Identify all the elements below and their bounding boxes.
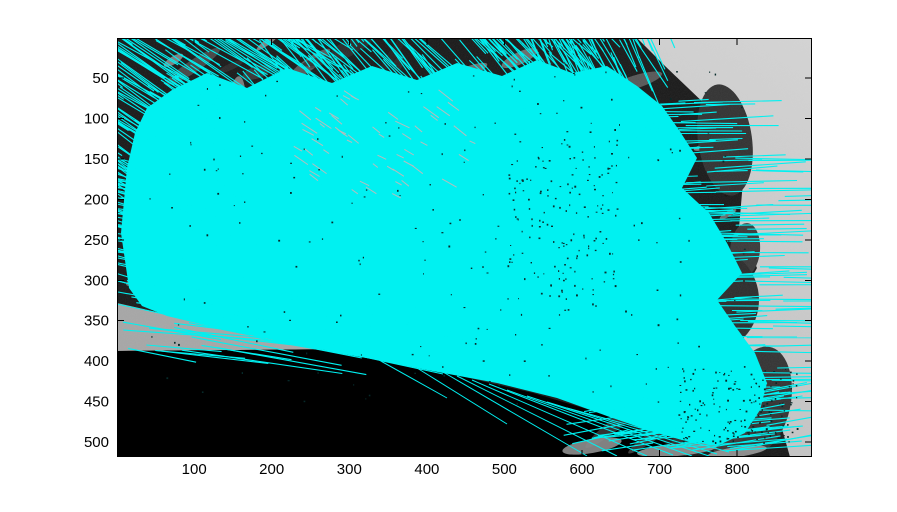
- match-lines-overlay: [117, 38, 812, 457]
- inner-gray-dashes: [293, 89, 476, 199]
- y-tick-label: 100: [84, 111, 109, 128]
- y-tick-label: 50: [92, 70, 109, 87]
- x-tick-label: 100: [182, 461, 207, 478]
- x-tick-label: 200: [259, 461, 284, 478]
- x-tick-label: 500: [492, 461, 517, 478]
- y-tick-label: 350: [84, 313, 109, 330]
- line-sector-right: [577, 98, 812, 418]
- dark-speckles: [507, 139, 619, 316]
- line-sector-mid-left: [117, 157, 316, 296]
- x-tick-label: 300: [337, 461, 362, 478]
- x-tick-label: 700: [647, 461, 672, 478]
- line-sector-bottom-left: [118, 272, 529, 376]
- y-tick-label: 450: [84, 394, 109, 411]
- black-region: [117, 349, 687, 457]
- y-tick-label: 300: [84, 272, 109, 289]
- y-tick-label: 150: [84, 151, 109, 168]
- x-tick-label: 400: [414, 461, 439, 478]
- y-tick-label: 200: [84, 191, 109, 208]
- line-sector-top-right: [522, 38, 676, 158]
- y-tick-label: 250: [84, 232, 109, 249]
- y-tick-label: 400: [84, 353, 109, 370]
- y-tick-label: 500: [84, 434, 109, 451]
- axes-frame: [117, 38, 812, 457]
- dark-speckles: [149, 68, 746, 405]
- x-tick-label: 600: [569, 461, 594, 478]
- dark-speckles: [677, 368, 799, 444]
- stray-lines: [117, 303, 730, 457]
- axes: 100 200 300 400 500 600 700 800 50 100 150 200 250 30…: [84, 38, 812, 478]
- line-sector-top: [242, 38, 621, 148]
- x-tick-label: 800: [725, 461, 750, 478]
